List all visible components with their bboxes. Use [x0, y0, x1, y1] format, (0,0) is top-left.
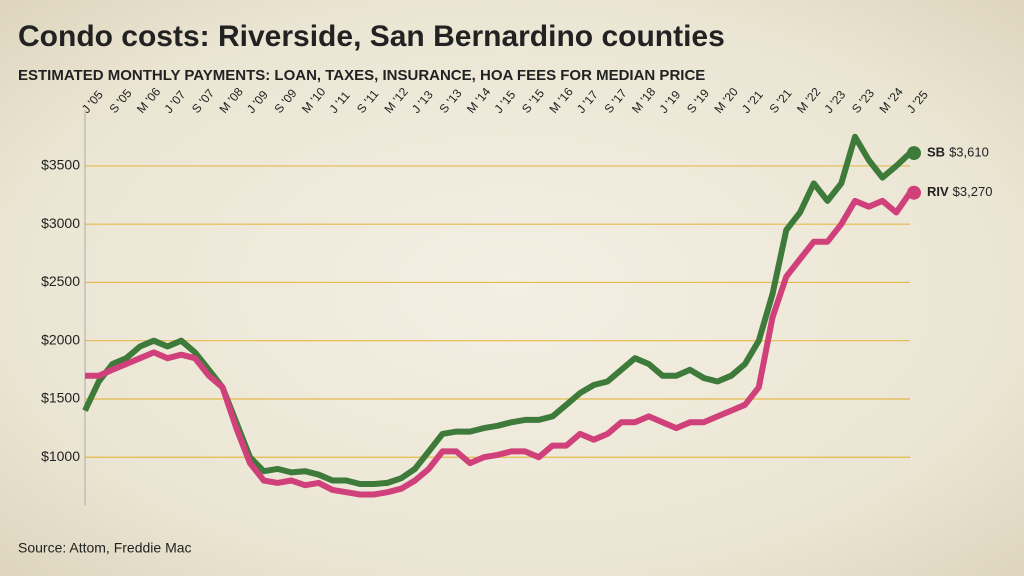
x-tick-label: S '11	[354, 87, 382, 116]
x-tick-label: J '07	[162, 88, 189, 116]
series-line	[82, 133, 913, 487]
x-tick-label: S '15	[519, 86, 547, 116]
x-tick-label: S '17	[602, 86, 630, 116]
value-label: $3,270	[953, 184, 993, 199]
x-tick-label: J '23	[822, 88, 849, 116]
x-tick-label: M '08	[217, 85, 247, 116]
x-tick-label: M '12	[382, 85, 412, 116]
x-tick-label: J '21	[739, 88, 766, 116]
x-tick-label: M '16	[547, 85, 577, 116]
x-tick-label: M '22	[794, 85, 824, 116]
x-tick-label: S '23	[849, 86, 877, 116]
x-tick-label: S '19	[684, 86, 712, 116]
x-tick-label: S '13	[437, 86, 465, 116]
series-name: SB	[927, 145, 945, 160]
series-line	[85, 190, 913, 498]
x-tick-label: M '10	[299, 85, 329, 116]
y-tick-label: $1500	[41, 390, 80, 406]
x-tick-label: J '13	[409, 88, 436, 116]
x-tick-label: M '24	[877, 85, 907, 116]
x-tick-label: J '05	[79, 88, 106, 116]
chart-subtitle: ESTIMATED MONTHLY PAYMENTS: LOAN, TAXES,…	[18, 67, 705, 84]
x-tick-label: M '18	[629, 85, 659, 116]
chart-title: Condo costs: Riverside, San Bernardino c…	[18, 20, 725, 53]
x-tick-label: J '11	[327, 88, 353, 116]
end-dot	[907, 185, 921, 200]
y-tick-label: $2000	[41, 331, 80, 347]
x-tick-label: M '20	[712, 85, 742, 116]
value-label: $3,610	[949, 145, 989, 160]
series-name: RIV	[927, 184, 949, 199]
x-tick-label: J '19	[657, 88, 684, 116]
y-tick-label: $2500	[41, 273, 80, 289]
x-tick-label: S '07	[189, 86, 217, 116]
y-tick-label: $3000	[41, 215, 80, 231]
x-tick-label: S '05	[107, 86, 135, 116]
x-tick-label: M '14	[464, 85, 494, 116]
end-dot	[907, 146, 921, 161]
x-tick-label: S '09	[272, 86, 300, 116]
x-tick-label: S '21	[767, 86, 795, 116]
x-tick-label: J '25	[904, 88, 931, 116]
source: Source: Attom, Freddie Mac	[18, 540, 192, 556]
x-tick-label: J '09	[244, 88, 271, 116]
x-tick-label: M '06	[134, 85, 164, 116]
x-tick-label: J '15	[492, 88, 519, 116]
x-tick-label: J '17	[574, 88, 601, 116]
y-tick-label: $1000	[41, 448, 80, 464]
y-tick-label: $3500	[41, 157, 80, 173]
